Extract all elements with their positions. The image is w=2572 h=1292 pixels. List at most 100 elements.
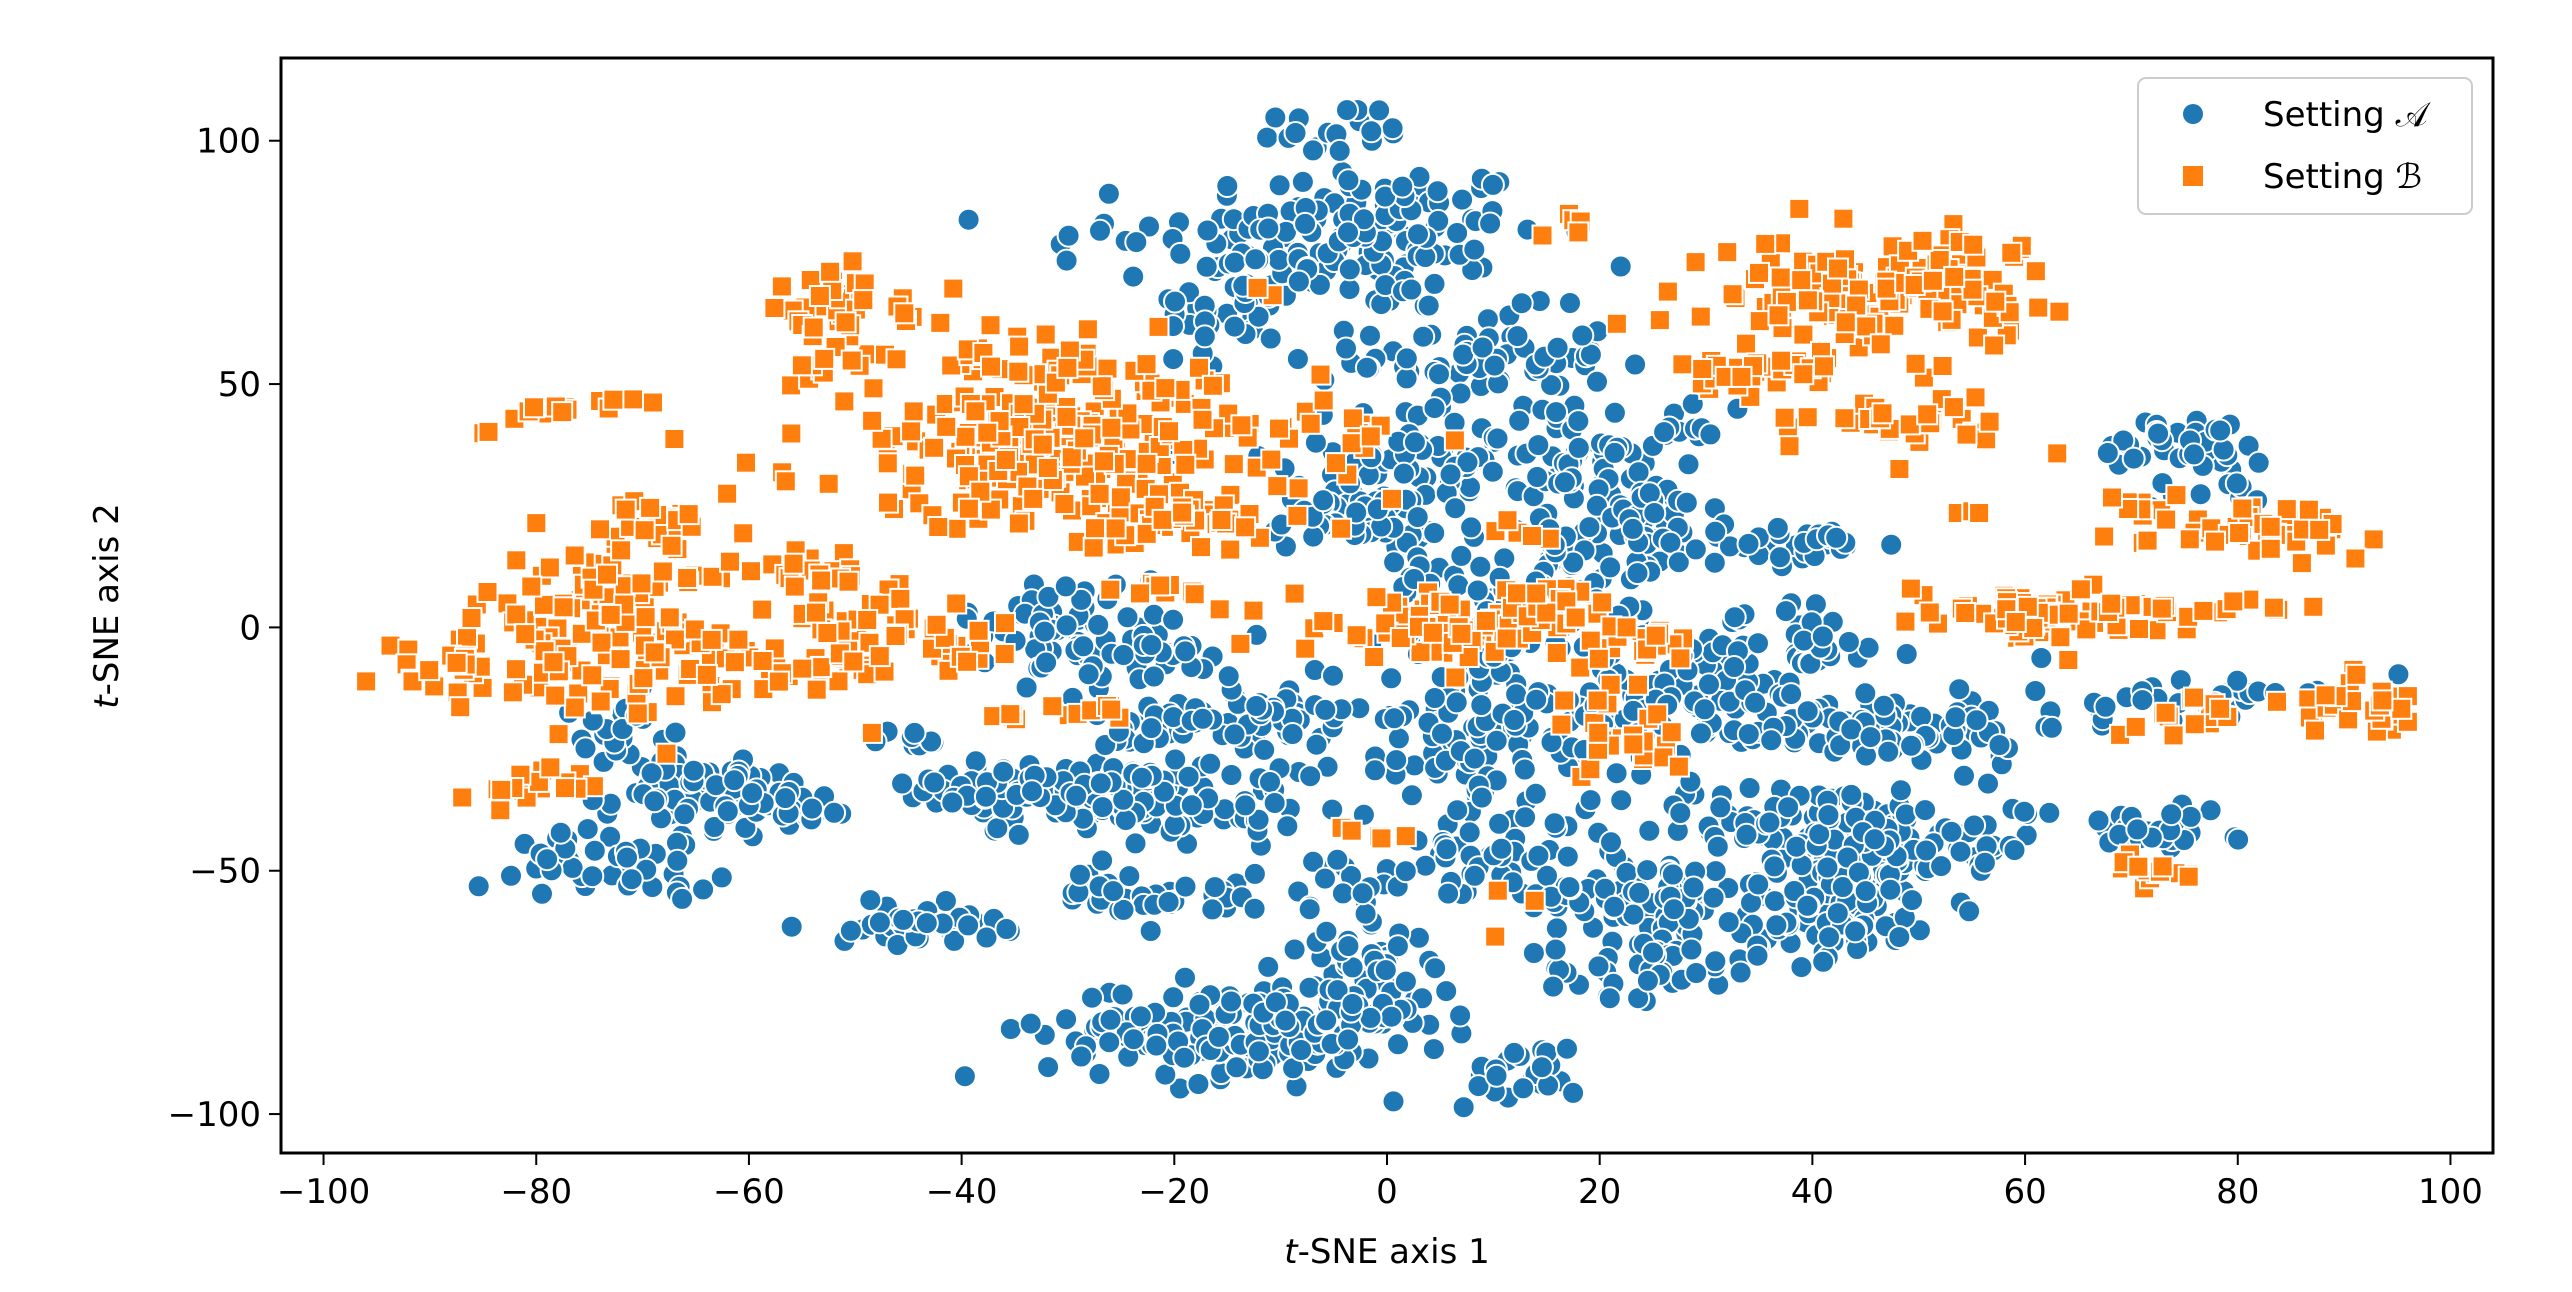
point-setting-b: [1869, 333, 1892, 356]
point-setting-b: [861, 409, 884, 432]
point-setting-b: [935, 415, 958, 438]
point-setting-a: [1776, 795, 1801, 820]
point-setting-a: [1255, 125, 1280, 150]
legend-label-setting-a: Setting 𝒜: [2263, 95, 2432, 135]
point-setting-b: [1230, 414, 1253, 437]
point-setting-b: [1149, 574, 1172, 597]
point-setting-b: [1931, 355, 1954, 377]
point-setting-a: [1219, 763, 1244, 787]
point-setting-b: [589, 518, 611, 541]
point-setting-a: [1273, 1008, 1298, 1033]
x-tick-label: −60: [713, 1172, 785, 1212]
point-setting-a: [1402, 430, 1427, 455]
point-setting-b: [790, 354, 813, 377]
point-setting-a: [1393, 859, 1418, 884]
point-setting-a: [998, 1017, 1023, 1041]
point-setting-a: [1426, 208, 1451, 233]
point-setting-a: [1219, 989, 1244, 1014]
point-setting-a: [1386, 1032, 1410, 1057]
point-setting-b: [1955, 423, 1978, 446]
point-setting-a: [2002, 838, 2027, 863]
point-setting-a: [1784, 834, 1809, 859]
point-setting-a: [1242, 896, 1267, 921]
point-setting-b: [2262, 596, 2285, 619]
point-setting-a: [1123, 831, 1148, 856]
point-setting-a: [1068, 862, 1092, 887]
point-setting-b: [1041, 695, 1064, 718]
point-setting-a: [1176, 764, 1201, 789]
point-setting-b: [1286, 504, 1309, 527]
point-setting-a: [1952, 763, 1976, 788]
point-setting-b: [1104, 517, 1127, 540]
point-setting-a: [1609, 788, 1634, 813]
point-setting-b: [2057, 602, 2080, 625]
point-setting-a: [1462, 746, 1487, 771]
point-setting-a: [1703, 519, 1728, 544]
point-setting-b: [1381, 487, 1403, 510]
point-setting-b: [942, 277, 965, 300]
point-setting-a: [1526, 433, 1551, 458]
point-setting-a: [1722, 655, 1747, 679]
point-setting-b: [2228, 522, 2251, 544]
point-setting-b: [1883, 314, 1906, 337]
point-setting-a: [1115, 605, 1140, 630]
point-setting-b: [1389, 627, 1412, 649]
point-setting-a: [1198, 751, 1223, 776]
point-setting-a: [1757, 810, 1782, 835]
point-setting-b: [2183, 713, 2206, 736]
point-setting-b: [1903, 274, 1926, 296]
point-setting-b: [1773, 406, 1796, 429]
point-setting-b: [2151, 855, 2174, 878]
point-setting-b: [590, 631, 613, 654]
point-setting-a: [1161, 347, 1186, 372]
point-setting-b: [1962, 233, 1985, 256]
point-setting-b: [1294, 637, 1317, 660]
legend-label-setting-b: Setting ℬ: [2263, 157, 2422, 197]
point-setting-b: [544, 684, 567, 707]
point-setting-a: [1764, 913, 1789, 938]
point-setting-b: [1190, 536, 1212, 559]
point-setting-b: [2222, 590, 2245, 613]
point-setting-b: [893, 302, 916, 325]
point-setting-a: [1304, 732, 1329, 757]
x-tick-label: 20: [1578, 1172, 1621, 1212]
point-setting-b: [884, 625, 907, 647]
point-setting-a: [1637, 481, 1662, 506]
point-setting-b: [1954, 602, 1977, 624]
point-setting-a: [2095, 441, 2120, 465]
point-setting-b: [1486, 879, 1509, 902]
point-setting-b: [813, 347, 836, 370]
legend-marker-setting-a: [2183, 104, 2203, 124]
x-tick-label: −40: [926, 1172, 998, 1212]
point-setting-a: [1096, 181, 1121, 206]
point-setting-b: [1689, 305, 1712, 328]
point-setting-a: [1222, 250, 1247, 275]
point-setting-a: [1470, 335, 1495, 360]
point-setting-b: [1242, 599, 1265, 622]
point-setting-a: [1661, 897, 1686, 922]
point-setting-b: [642, 391, 664, 414]
point-setting-a: [1484, 728, 1509, 753]
point-setting-a: [1635, 858, 1660, 883]
point-setting-a: [1311, 488, 1336, 513]
point-setting-b: [695, 663, 718, 686]
point-setting-a: [963, 749, 988, 774]
point-setting-b: [1792, 363, 1815, 386]
point-setting-b: [925, 613, 948, 636]
point-setting-b: [634, 606, 657, 629]
point-setting-b: [1615, 616, 1638, 639]
point-setting-a: [1541, 974, 1566, 999]
point-setting-b: [676, 567, 699, 589]
point-setting-b: [763, 297, 786, 319]
point-setting-b: [1660, 721, 1683, 744]
point-setting-b: [1496, 509, 1519, 532]
series-setting-a: [466, 98, 2411, 1120]
point-setting-a: [1948, 839, 1973, 864]
point-setting-a: [1242, 861, 1267, 886]
point-setting-b: [1444, 666, 1467, 689]
point-setting-b: [1135, 452, 1158, 475]
point-setting-a: [1448, 381, 1473, 406]
point-setting-a: [1566, 435, 1591, 460]
point-setting-a: [1200, 897, 1225, 922]
point-setting-a: [1816, 803, 1841, 828]
